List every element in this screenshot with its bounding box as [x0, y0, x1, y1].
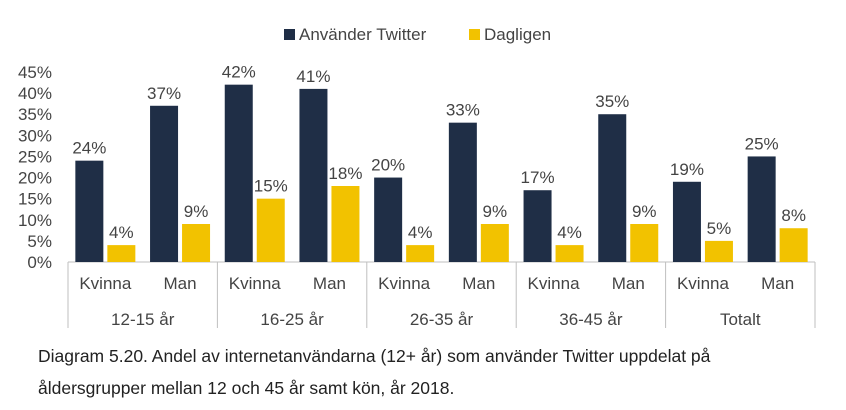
data-label: 4% — [109, 223, 134, 242]
category-label: Man — [761, 274, 794, 293]
legend-swatch-1 — [284, 29, 295, 40]
figure-caption: Diagram 5.20. Andel av internetanvändarn… — [38, 340, 828, 404]
data-label: 33% — [446, 101, 480, 120]
bar-daily — [331, 186, 360, 262]
bar-uses-twitter — [224, 84, 253, 263]
bar-daily — [256, 198, 285, 262]
group-label: 26-35 år — [410, 310, 474, 329]
bar-uses-twitter — [75, 160, 104, 262]
data-label: 4% — [408, 223, 433, 242]
category-label: Man — [164, 274, 197, 293]
y-tick-label: 25% — [18, 147, 52, 166]
data-label: 5% — [707, 219, 732, 238]
bar-daily — [182, 224, 211, 262]
bar-uses-twitter — [150, 105, 179, 263]
data-label: 8% — [781, 206, 806, 225]
bar-daily — [406, 245, 435, 262]
y-tick-label: 15% — [18, 190, 52, 209]
bar-uses-twitter — [672, 181, 701, 262]
y-tick-label: 40% — [18, 84, 52, 103]
category-label: Kvinna — [677, 274, 730, 293]
legend-label-2: Dagligen — [484, 25, 551, 44]
group-label: 36-45 år — [559, 310, 623, 329]
bar-daily — [480, 224, 509, 262]
bar-daily — [704, 240, 733, 262]
bar-chart: Använder Twitter Dagligen 0% 5% 10% 15% 20% 25%… — [18, 25, 816, 329]
bar-daily — [779, 228, 808, 262]
bar-daily — [107, 245, 136, 262]
legend-label-1: Använder Twitter — [299, 25, 427, 44]
bar-daily — [630, 224, 659, 262]
group-label: 16-25 år — [260, 310, 324, 329]
data-label: 9% — [184, 202, 209, 221]
data-label: 9% — [632, 202, 657, 221]
y-tick-label: 45% — [18, 63, 52, 82]
data-label: 25% — [745, 134, 779, 153]
category-label: Kvinna — [79, 274, 132, 293]
data-label: 18% — [328, 164, 362, 183]
y-tick-label: 35% — [18, 105, 52, 124]
category-label: Man — [612, 274, 645, 293]
data-label: 17% — [521, 168, 555, 187]
y-tick-label: 5% — [27, 232, 52, 251]
data-label: 4% — [557, 223, 582, 242]
bar-uses-twitter — [523, 190, 552, 262]
y-tick-label: 0% — [27, 253, 52, 272]
group-label: 12-15 år — [111, 310, 175, 329]
bar-uses-twitter — [299, 88, 328, 262]
category-label: Man — [462, 274, 495, 293]
data-label: 20% — [371, 156, 405, 175]
y-tick-label: 20% — [18, 169, 52, 188]
data-label: 41% — [296, 67, 330, 86]
y-tick-label: 10% — [18, 211, 52, 230]
category-label: Kvinna — [528, 274, 581, 293]
data-label: 9% — [483, 202, 508, 221]
group-label: Totalt — [720, 310, 761, 329]
bar-uses-twitter — [374, 177, 403, 262]
legend-swatch-2 — [469, 29, 480, 40]
data-label: 24% — [72, 139, 106, 158]
bar-uses-twitter — [747, 156, 776, 262]
caption-line-2: åldersgrupper mellan 12 och 45 år samt k… — [38, 378, 455, 398]
bar-uses-twitter — [448, 122, 477, 263]
data-label: 37% — [147, 84, 181, 103]
data-label: 19% — [670, 160, 704, 179]
category-label: Man — [313, 274, 346, 293]
y-tick-label: 30% — [18, 126, 52, 145]
data-label: 42% — [222, 63, 256, 82]
data-label: 15% — [254, 177, 288, 196]
bar-uses-twitter — [598, 114, 627, 262]
data-label: 35% — [595, 92, 629, 111]
category-label: Kvinna — [378, 274, 431, 293]
caption-line-1: Diagram 5.20. Andel av internetanvändarn… — [38, 346, 711, 366]
bar-daily — [555, 245, 584, 262]
category-label: Kvinna — [229, 274, 282, 293]
